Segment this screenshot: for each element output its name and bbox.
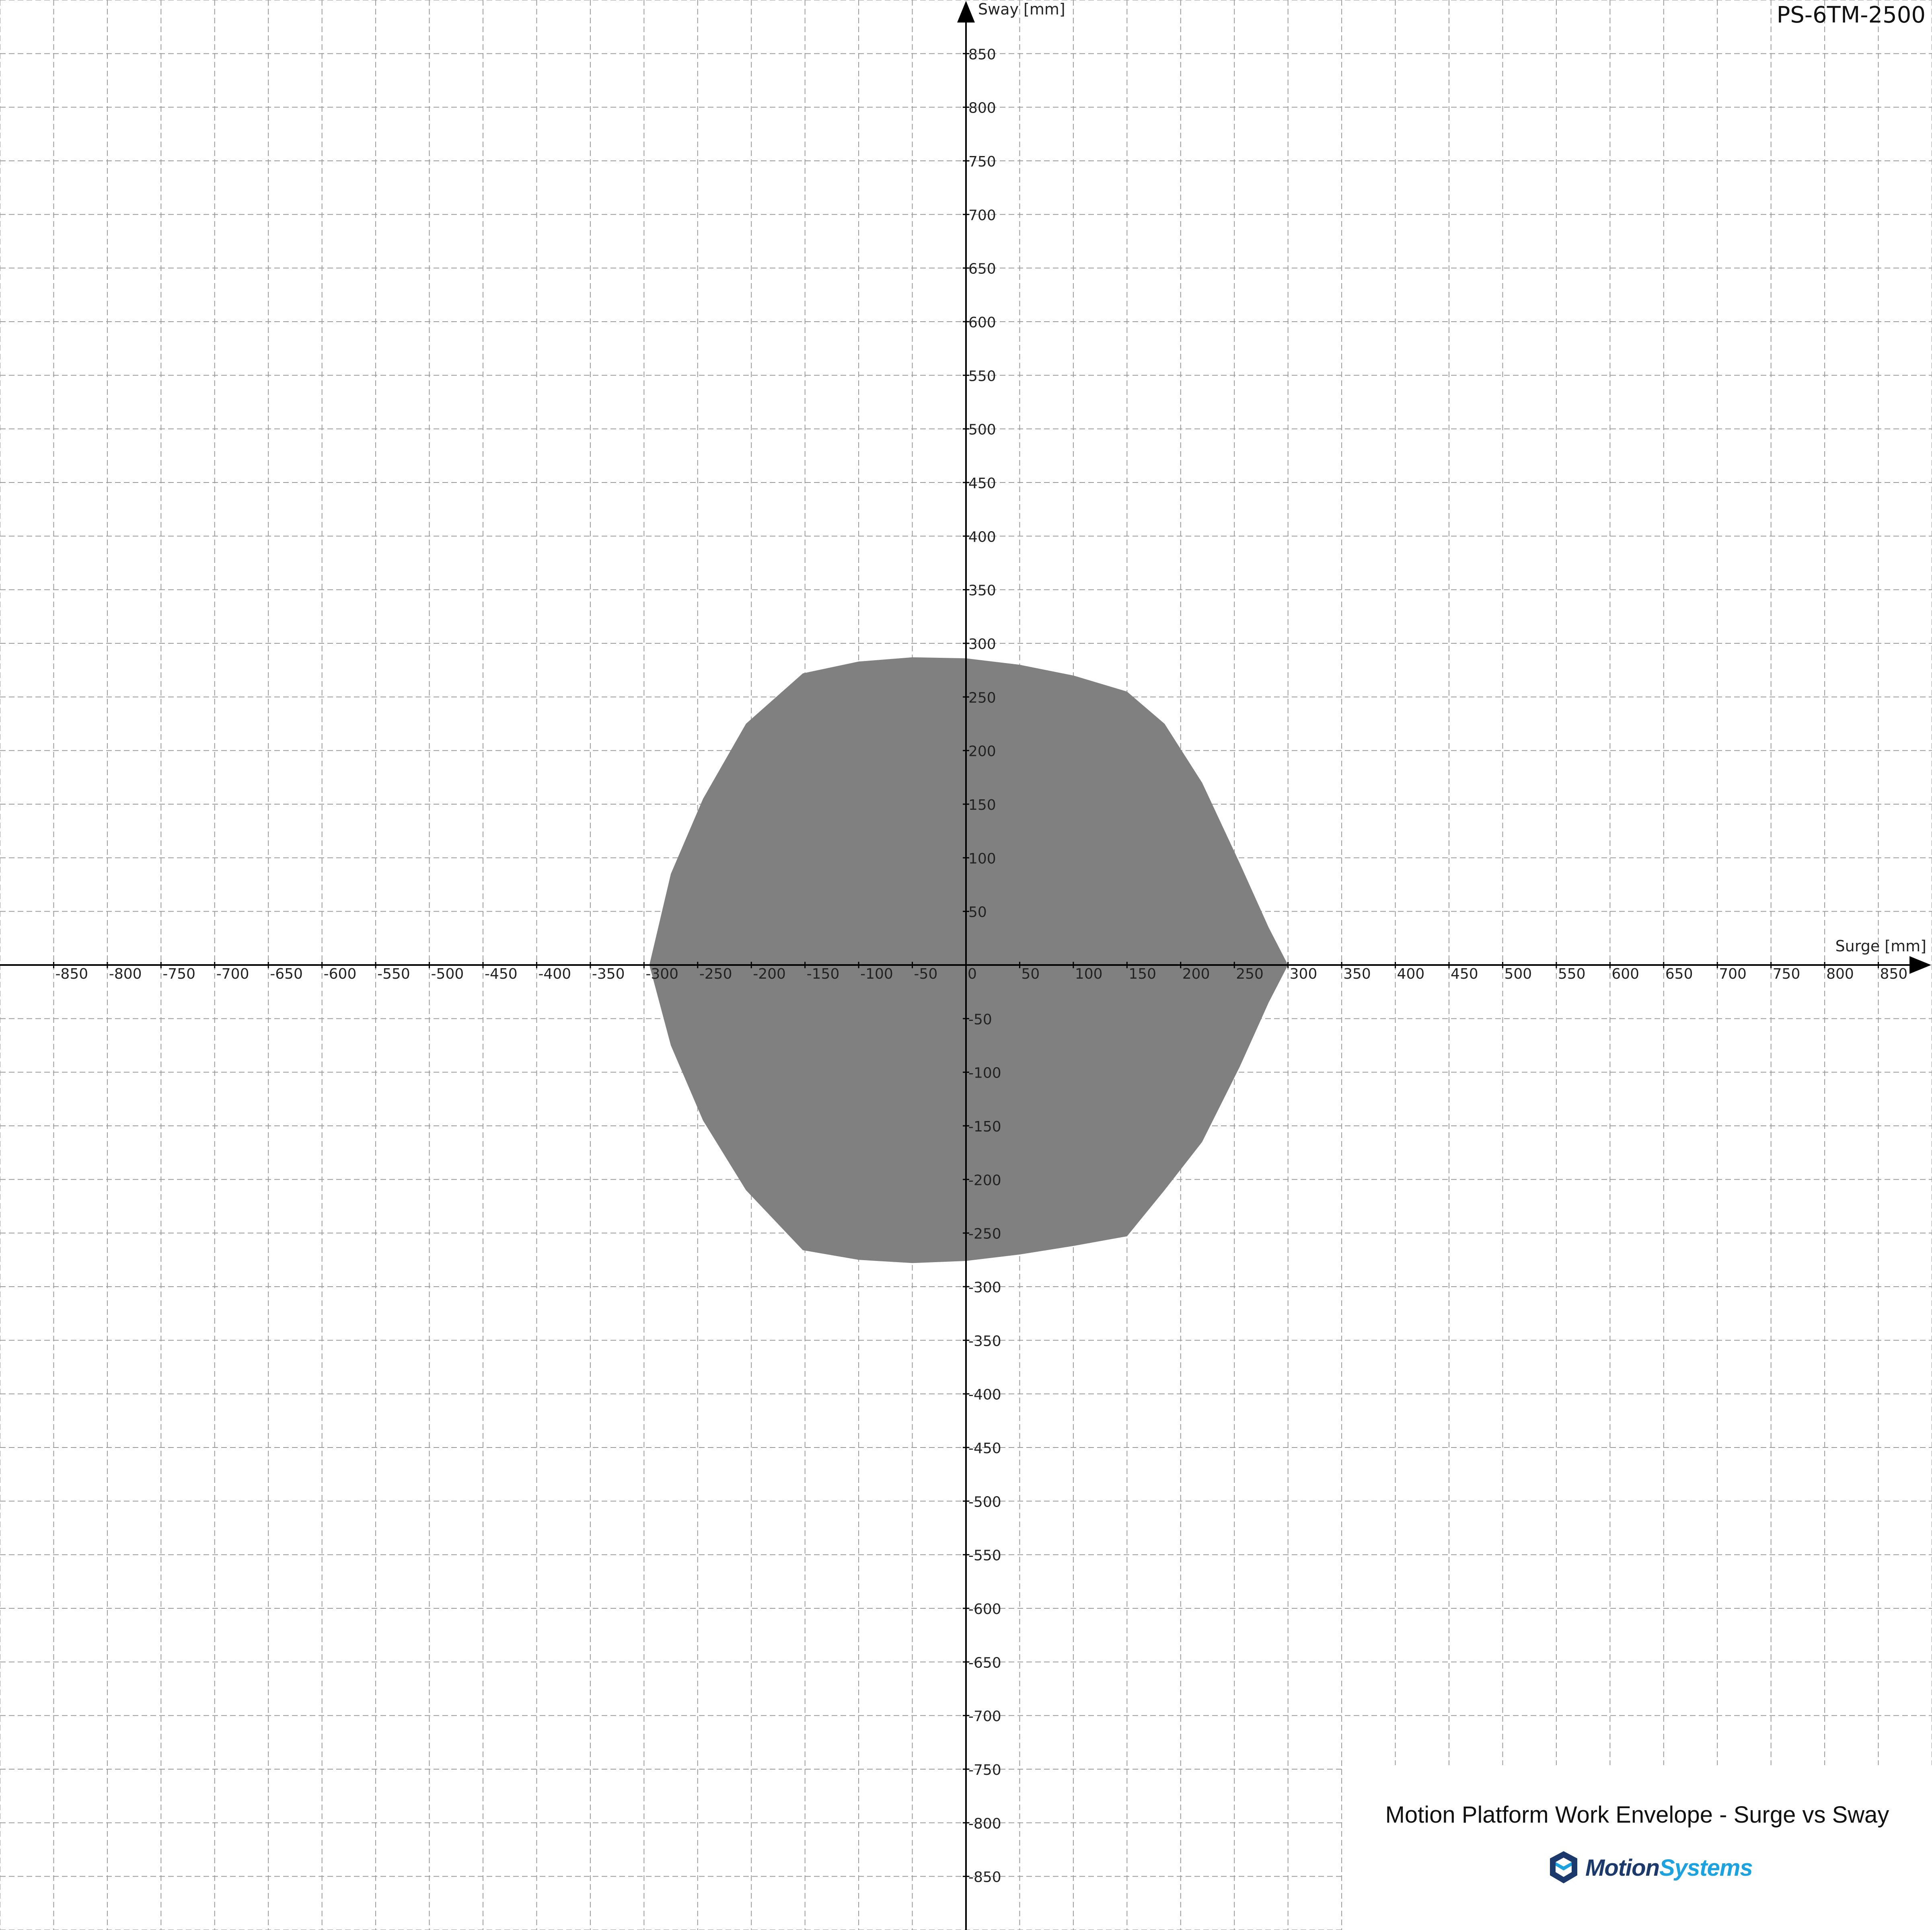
- y-tick-label: -750: [968, 1762, 1001, 1778]
- x-tick-label: -750: [162, 966, 195, 982]
- x-tick-label: -650: [270, 966, 303, 982]
- x-tick-label: -400: [538, 966, 571, 982]
- x-tick-label: 850: [1880, 966, 1908, 982]
- y-tick-label: 600: [968, 314, 996, 331]
- x-tick-label: 700: [1719, 966, 1747, 982]
- y-axis-title: Sway [mm]: [978, 0, 1065, 18]
- x-tick-label: -850: [55, 966, 88, 982]
- y-tick-label: 400: [968, 529, 996, 545]
- y-tick-label: -250: [968, 1226, 1001, 1242]
- x-tick-label: 150: [1128, 966, 1156, 982]
- y-tick-label: -450: [968, 1440, 1001, 1457]
- y-tick-label: -100: [968, 1065, 1001, 1082]
- x-tick-label: -100: [860, 966, 893, 982]
- y-tick-label: -300: [968, 1279, 1001, 1296]
- x-tick-label: -50: [914, 966, 938, 982]
- brand-name-motion: Motion: [1585, 1854, 1660, 1881]
- caption-panel: Motion Platform Work Envelope - Surge vs…: [1342, 1765, 1932, 1930]
- brand-name-systems: Systems: [1659, 1854, 1753, 1881]
- y-tick-label: -650: [968, 1655, 1001, 1671]
- y-tick-label: -150: [968, 1119, 1001, 1135]
- x-tick-label: 500: [1504, 966, 1532, 982]
- caption-title: Motion Platform Work Envelope - Surge vs…: [1385, 1802, 1889, 1828]
- x-tick-label: 250: [1236, 966, 1264, 982]
- x-tick-label: -800: [109, 966, 142, 982]
- y-tick-label: 800: [968, 100, 996, 117]
- y-tick-label: -350: [968, 1333, 1001, 1349]
- y-tick-label: 200: [968, 743, 996, 760]
- y-tick-label: 50: [968, 904, 987, 921]
- brand-logo: MotionSystems: [1548, 1848, 1753, 1888]
- x-tick-label: -200: [753, 966, 786, 982]
- x-tick-label: 350: [1343, 966, 1371, 982]
- y-tick-label: -400: [968, 1387, 1001, 1403]
- y-tick-label: 550: [968, 368, 996, 384]
- y-tick-label: -50: [968, 1011, 992, 1028]
- x-tick-label: -350: [592, 966, 625, 982]
- model-label: PS-6TM-2500: [1777, 2, 1926, 28]
- y-tick-label: 250: [968, 690, 996, 706]
- y-tick-label: 500: [968, 422, 996, 438]
- x-tick-label: -150: [807, 966, 840, 982]
- y-tick-label: -600: [968, 1601, 1001, 1618]
- y-tick-label: 750: [968, 154, 996, 170]
- tick-labels: -850 -800 -750 -700 -650 -600 -550 -500 -450 -400…: [55, 46, 1907, 1885]
- x-tick-label: -450: [485, 966, 518, 982]
- x-tick-label: 300: [1290, 966, 1317, 982]
- x-tick-label: 50: [1021, 966, 1040, 982]
- y-tick-label: 150: [968, 797, 996, 813]
- x-tick-label: 450: [1451, 966, 1478, 982]
- x-axis-title: Surge [mm]: [1835, 937, 1926, 955]
- brand-name: MotionSystems: [1585, 1854, 1753, 1881]
- y-tick-label: -850: [968, 1869, 1001, 1886]
- x-tick-label: 750: [1773, 966, 1800, 982]
- work-envelope-area: [649, 657, 1288, 1263]
- x-tick-label: 400: [1397, 966, 1425, 982]
- x-tick-label: -250: [699, 966, 732, 982]
- y-tick-label: 700: [968, 207, 996, 224]
- x-tick-label: 600: [1611, 966, 1639, 982]
- x-tick-label: 200: [1182, 966, 1210, 982]
- x-tick-label: -700: [216, 966, 249, 982]
- y-tick-label: 850: [968, 46, 996, 63]
- x-tick-label: -500: [431, 966, 464, 982]
- x-tick-label: 650: [1665, 966, 1693, 982]
- x-tick-label: -300: [645, 966, 678, 982]
- x-tick-label: -550: [377, 966, 410, 982]
- y-tick-label: -200: [968, 1172, 1001, 1189]
- x-axis-arrow-icon: [1909, 956, 1931, 974]
- envelope-area-layer: [649, 657, 1288, 1263]
- x-tick-label: -600: [324, 966, 357, 982]
- x-tick-label: 0: [968, 966, 977, 982]
- y-tick-label: -700: [968, 1708, 1001, 1725]
- x-tick-label: 550: [1558, 966, 1586, 982]
- x-tick-label: 100: [1075, 966, 1103, 982]
- y-tick-label: 350: [968, 583, 996, 599]
- y-tick-label: -800: [968, 1815, 1001, 1832]
- y-tick-label: -550: [968, 1548, 1001, 1564]
- y-tick-label: -500: [968, 1494, 1001, 1510]
- y-tick-label: 300: [968, 636, 996, 653]
- y-axis-arrow-icon: [957, 1, 975, 23]
- y-tick-label: 100: [968, 850, 996, 867]
- motionsystems-cube-icon: [1550, 1851, 1577, 1883]
- x-tick-label: 800: [1826, 966, 1854, 982]
- y-tick-label: 450: [968, 475, 996, 492]
- y-tick-label: 650: [968, 261, 996, 277]
